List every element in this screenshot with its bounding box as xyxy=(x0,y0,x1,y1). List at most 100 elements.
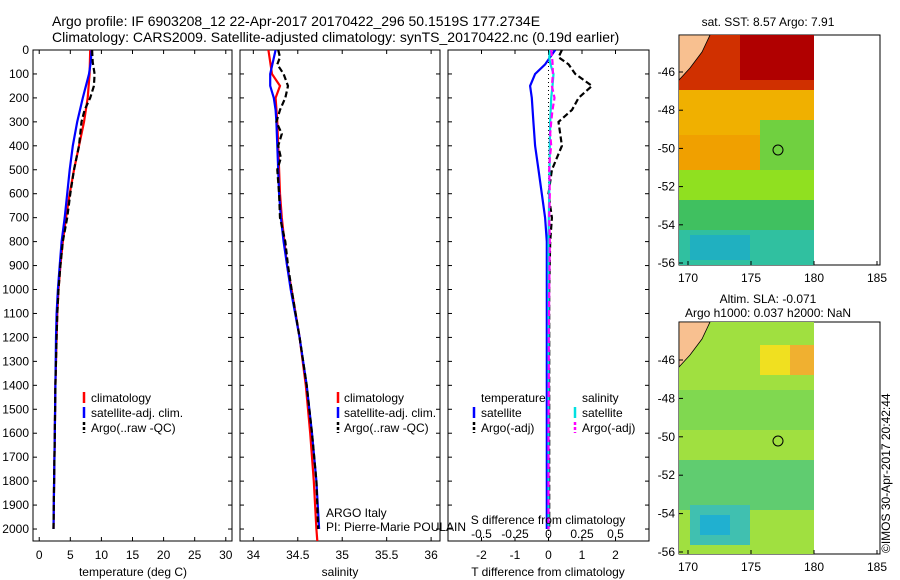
map-y-tick-label: -48 xyxy=(658,391,676,405)
y-tick-label: 300 xyxy=(9,115,29,129)
map-y-tick-label: -56 xyxy=(658,256,676,270)
map-x-tick-label: 180 xyxy=(804,560,824,574)
x-tick-label: 5 xyxy=(67,548,74,562)
difference-xlabel: T difference from climatology xyxy=(471,565,625,579)
temperature-panel-frame xyxy=(32,49,233,542)
x-tick-label: 0 xyxy=(545,548,552,562)
y-tick-label: 2000 xyxy=(2,522,29,536)
y-tick-label: 1800 xyxy=(2,474,29,488)
imos-timestamp: ©IMOS 30-Apr-2017 20:42:44 xyxy=(879,393,893,553)
legend-temperature-satellite: satellite xyxy=(481,406,522,420)
salinity-xlabel: salinity xyxy=(322,565,359,579)
map-x-tick-label: 170 xyxy=(678,560,698,574)
map-y-tick-label: -46 xyxy=(658,65,676,79)
legend-satellite: satellite-adj. clim. xyxy=(344,406,436,420)
title-line-2: Climatology: CARS2009. Satellite-adjuste… xyxy=(52,29,620,45)
legend-climatology: climatology xyxy=(344,391,404,405)
sla-map-title-1: Altim. SLA: -0.071 xyxy=(720,292,817,306)
map-x-tick-label: 170 xyxy=(678,271,698,285)
map-y-tick-label: -52 xyxy=(658,180,676,194)
salinity-panel-frame xyxy=(239,49,441,542)
y-tick-label: 1000 xyxy=(2,283,29,297)
temperature-xlabel: temperature (deg C) xyxy=(79,565,187,579)
y-tick-label: 1300 xyxy=(2,354,29,368)
sst-map-title: sat. SST: 8.57 Argo: 7.91 xyxy=(702,15,835,29)
map-y-tick-label: -46 xyxy=(658,353,676,367)
x-tick-label: 20 xyxy=(157,548,171,562)
x-tick-label: 36 xyxy=(424,548,438,562)
map-x-tick-label: 185 xyxy=(867,560,887,574)
y-tick-label: 1500 xyxy=(2,402,29,416)
y-tick-label: 1600 xyxy=(2,426,29,440)
map-y-tick-label: -56 xyxy=(658,545,676,559)
series-temperature-satellite xyxy=(528,50,557,529)
legend-title-temperature: temperature xyxy=(481,391,546,405)
x-tick-label: 35.5 xyxy=(375,548,399,562)
argo-italy-label: ARGO Italy xyxy=(326,506,387,520)
legend-title-salinity: salinity xyxy=(582,391,619,405)
y-tick-label: 700 xyxy=(9,211,29,225)
y-tick-label: 1700 xyxy=(2,450,29,464)
legend-temperature-argo: Argo(-adj) xyxy=(481,421,534,435)
map-y-tick-label: -48 xyxy=(658,103,676,117)
sla-map-title-2: Argo h1000: 0.037 h2000: NaN xyxy=(685,306,851,320)
sst-map: sat. SST: 8.57 Argo: 7.91 -46 -48 -50 -52 -5… xyxy=(658,15,888,285)
x2-tick-label: -0.25 xyxy=(501,527,529,541)
map-x-tick-label: 175 xyxy=(741,271,761,285)
map-y-tick-label: -50 xyxy=(658,141,676,155)
y-tick-label: 200 xyxy=(9,91,29,105)
x-tick-label: 25 xyxy=(188,548,202,562)
title-line-1: Argo profile: IF 6903208_12 22-Apr-2017 … xyxy=(52,13,541,29)
x-tick-label: 15 xyxy=(126,548,140,562)
map-x-tick-label: 180 xyxy=(804,271,824,285)
legend-climatology: climatology xyxy=(91,391,151,405)
y-tick-label: 400 xyxy=(9,139,29,153)
pi-label: PI: Pierre-Marie POULAIN xyxy=(326,520,466,534)
map-y-tick-label: -50 xyxy=(658,430,676,444)
y-tick-label: 100 xyxy=(9,67,29,81)
legend-argo: Argo(..raw -QC) xyxy=(91,421,176,435)
x2-tick-label: 0.25 xyxy=(570,527,594,541)
x-tick-label: 30 xyxy=(219,548,233,562)
salinity-difference-ticks: -0.5 -0.25 0 0.25 0.5 xyxy=(471,527,624,541)
difference-x2label: S difference from climatology xyxy=(471,513,626,527)
x-tick-label: 34 xyxy=(247,548,261,562)
y-tick-label: 500 xyxy=(9,163,29,177)
map-x-tick-label: 175 xyxy=(741,560,761,574)
x2-tick-label: -0.5 xyxy=(471,527,492,541)
legend-salinity-argo: Argo(-adj) xyxy=(582,421,635,435)
sla-map: Altim. SLA: -0.071 Argo h1000: 0.037 h20… xyxy=(658,292,888,574)
x-tick-label: 34.5 xyxy=(286,548,310,562)
legend-salinity-satellite: satellite xyxy=(582,406,623,420)
x-tick-label: 35 xyxy=(336,548,350,562)
x-tick-label: 2 xyxy=(612,548,619,562)
y-tick-label: 1200 xyxy=(2,330,29,344)
series-argo xyxy=(275,50,320,530)
map-x-tick-label: 185 xyxy=(867,271,887,285)
y-tick-label: 1100 xyxy=(3,306,29,320)
x-tick-label: 10 xyxy=(95,548,109,562)
x-tick-label: -1 xyxy=(510,548,521,562)
series-temperature-argo xyxy=(547,50,594,529)
x-tick-label: -2 xyxy=(476,548,487,562)
difference-legend: temperature satellite Argo(-adj) salinit… xyxy=(472,391,635,435)
series-salinity-argo xyxy=(547,50,556,529)
salinity-legend: climatology satellite-adj. clim. Argo(..… xyxy=(326,391,466,534)
x2-tick-label: 0 xyxy=(545,527,552,541)
series-argo xyxy=(52,50,96,530)
y-tick-label: 800 xyxy=(9,235,29,249)
x-tick-label: 0 xyxy=(36,548,43,562)
map-y-tick-label: -54 xyxy=(658,218,676,232)
x2-tick-label: 0.5 xyxy=(607,527,624,541)
y-tick-label: 600 xyxy=(9,187,29,201)
x-tick-label: 1 xyxy=(579,548,586,562)
y-tick-label: 900 xyxy=(9,259,29,273)
map-y-tick-label: -54 xyxy=(658,507,676,521)
y-tick-label: 0 xyxy=(22,43,29,57)
y-tick-label: 1900 xyxy=(2,498,29,512)
y-tick-label: 1400 xyxy=(2,378,29,392)
legend-argo: Argo(..raw -QC) xyxy=(344,421,429,435)
temperature-legend: climatology satellite-adj. clim. Argo(..… xyxy=(82,391,183,435)
legend-satellite: satellite-adj. clim. xyxy=(91,406,183,420)
